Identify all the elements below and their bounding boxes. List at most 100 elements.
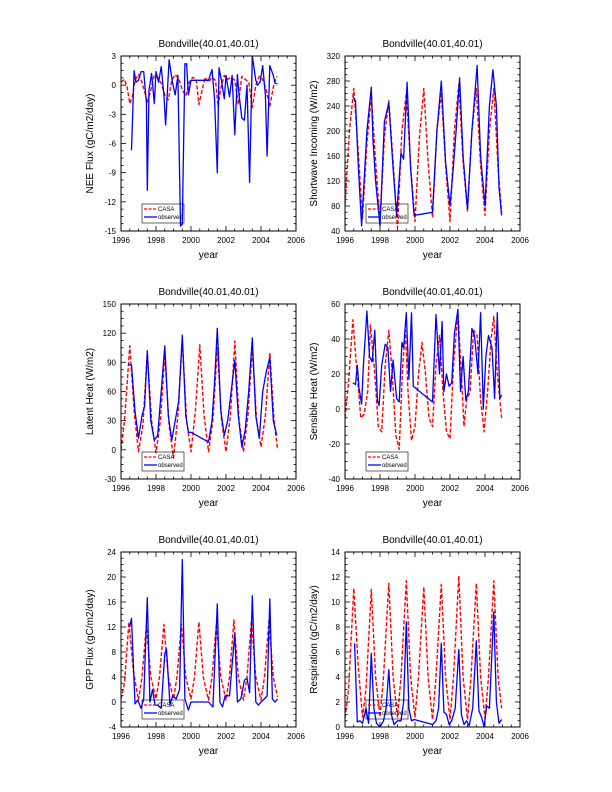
- legend-box: [141, 699, 185, 720]
- legend-label-observed: observed: [158, 215, 183, 221]
- x-tick-label: 1996: [112, 484, 130, 493]
- x-tick-label: 2002: [217, 732, 235, 741]
- chart-panel-6: Bondville(40.01,40.01)1996 1998 2000 2002 20…: [309, 535, 529, 757]
- legend: CASA observed: [141, 451, 185, 472]
- series-line-observed: [129, 558, 279, 711]
- series-line-casa: [345, 575, 503, 721]
- y-tick-label: 60: [331, 300, 340, 309]
- x-tick-label: 2004: [476, 236, 494, 245]
- y-tick-label: 4: [112, 673, 117, 682]
- legend: CASA observed: [141, 699, 185, 720]
- y-tick-label: -9: [109, 169, 117, 178]
- y-tick-label: 3: [112, 52, 117, 61]
- x-tick-label: 2002: [217, 236, 235, 245]
- legend-label-casa: CASA: [382, 703, 398, 709]
- chart-title: Bondville(40.01,40.01): [382, 39, 482, 50]
- y-tick-label: 2: [336, 698, 341, 707]
- x-tick-label: 2006: [287, 732, 305, 741]
- x-tick-label: 1996: [112, 732, 130, 741]
- x-tick-label: 2000: [182, 236, 200, 245]
- y-tick-label: 10: [331, 598, 340, 607]
- legend: CASA observed: [365, 699, 409, 720]
- x-axis-label: year: [199, 746, 219, 757]
- chart-title: Bondville(40.01,40.01): [158, 535, 258, 546]
- series-group: [345, 575, 503, 727]
- legend-box: [141, 203, 185, 224]
- chart-panel-5: Bondville(40.01,40.01) 1996 1998 2000 2002 20…: [85, 535, 305, 757]
- x-tick-label: 2000: [182, 732, 200, 741]
- series-line-casa: [345, 83, 503, 229]
- y-tick-label: 6: [336, 648, 341, 657]
- y-tick-label: -4: [109, 723, 117, 732]
- x-tick-label: 1998: [147, 484, 165, 493]
- series-line-observed: [352, 64, 503, 227]
- y-tick-label: 90: [107, 358, 116, 367]
- x-tick-label: 2000: [182, 484, 200, 493]
- y-axis-label: Latent Heat (W/m2): [85, 348, 96, 435]
- series-line-observed: [352, 308, 503, 410]
- legend-label-casa: CASA: [158, 703, 174, 709]
- x-tick-label: 1996: [112, 236, 130, 245]
- x-tick-label: 1998: [371, 484, 389, 493]
- legend-label-observed: observed: [158, 463, 183, 469]
- series-group: [121, 56, 278, 227]
- y-tick-label: 150: [103, 300, 117, 309]
- x-axis-label: year: [423, 250, 443, 261]
- y-axis-label: Shortwave Incoming (W/m2): [309, 80, 320, 206]
- y-axis-label: NEE Flux (gC/m2/day): [85, 93, 96, 193]
- y-tick-label: 200: [327, 127, 341, 136]
- series-line-observed: [127, 327, 278, 448]
- y-tick-label: -3: [109, 110, 117, 119]
- x-tick-label: 2006: [511, 236, 529, 245]
- y-tick-label: 320: [327, 52, 341, 61]
- x-tick-label: 2000: [406, 732, 424, 741]
- y-tick-label: 12: [331, 573, 340, 582]
- y-tick-label: 8: [336, 623, 341, 632]
- x-tick-label: 1996: [336, 236, 354, 245]
- x-tick-label: 2004: [476, 484, 494, 493]
- y-tick-label: -6: [109, 140, 117, 149]
- y-tick-label: 16: [107, 598, 116, 607]
- x-tick-label: 2004: [252, 236, 270, 245]
- x-tick-label: 2002: [441, 732, 459, 741]
- legend-box: [365, 699, 409, 720]
- series-group: [345, 64, 503, 229]
- y-tick-label: 0: [112, 698, 117, 707]
- y-tick-label: 24: [107, 548, 116, 557]
- x-tick-label: 2004: [252, 732, 270, 741]
- y-tick-label: 40: [331, 335, 340, 344]
- x-tick-label: 2000: [406, 484, 424, 493]
- y-tick-label: 40: [331, 227, 340, 236]
- series-group: [121, 558, 279, 711]
- y-tick-label: 12: [107, 623, 116, 632]
- chart-title: Bondville(40.01,40.01): [382, 535, 482, 546]
- y-tick-label: 120: [103, 329, 117, 338]
- y-tick-label: 20: [107, 573, 116, 582]
- y-tick-label: 80: [331, 202, 340, 211]
- legend-label-casa: CASA: [158, 455, 174, 461]
- y-tick-label: 60: [107, 388, 116, 397]
- x-axis-label: year: [199, 498, 219, 509]
- legend-label-observed: observed: [382, 215, 407, 221]
- y-tick-label: 280: [327, 77, 341, 86]
- y-tick-label: 120: [327, 177, 341, 186]
- x-tick-label: 2002: [217, 484, 235, 493]
- x-axis-label: year: [423, 498, 443, 509]
- series-group: [345, 308, 503, 450]
- y-tick-label: 0: [112, 446, 117, 455]
- y-tick-label: 4: [336, 673, 341, 682]
- x-tick-label: 1996: [336, 732, 354, 741]
- y-tick-label: 0: [336, 723, 341, 732]
- chart-panel-3: Bondville(40.01,40.01) 1996 1998 2000 2002 20…: [85, 287, 305, 509]
- y-tick-label: -40: [328, 475, 340, 484]
- y-tick-label: 240: [327, 102, 341, 111]
- legend: CASA observed: [365, 203, 409, 224]
- legend: CASA observed: [141, 203, 185, 224]
- x-tick-label: 2002: [441, 236, 459, 245]
- legend-label-casa: CASA: [158, 207, 174, 213]
- y-tick-label: 0: [336, 405, 341, 414]
- chart-panel-2: Bondville(40.01,40.01) 1996 1998 2000 2002 20…: [309, 39, 529, 261]
- x-tick-label: 2006: [287, 484, 305, 493]
- legend-label-casa: CASA: [382, 207, 398, 213]
